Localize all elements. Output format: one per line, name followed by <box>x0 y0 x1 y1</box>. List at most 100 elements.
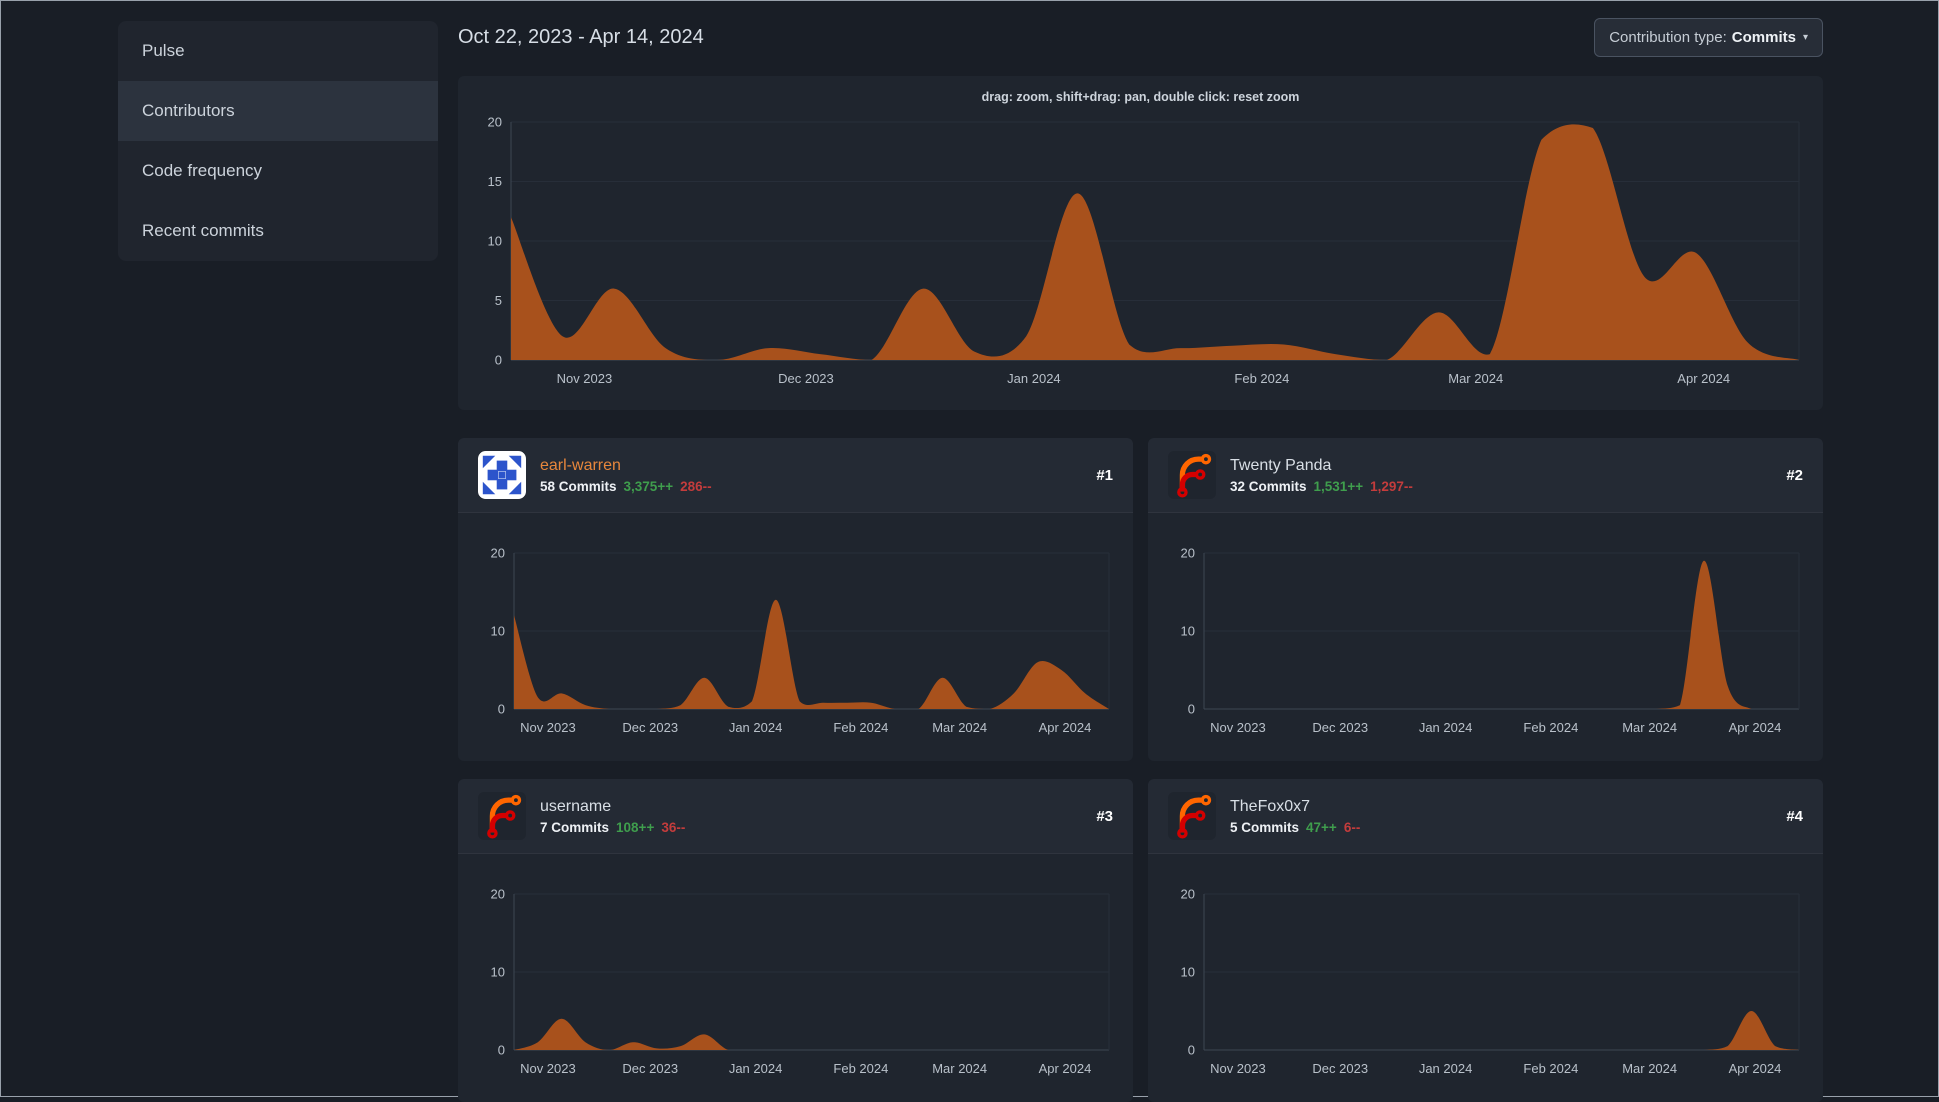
deletions-count: 36-- <box>661 819 686 835</box>
contribution-type-dropdown[interactable]: Contribution type: Commits ▾ <box>1594 17 1823 57</box>
svg-text:Feb 2024: Feb 2024 <box>833 1061 888 1076</box>
contributor-stats: 5 Commits 47++ 6-- <box>1230 820 1772 835</box>
svg-text:0: 0 <box>498 1043 505 1058</box>
svg-text:Dec 2023: Dec 2023 <box>1312 720 1368 735</box>
svg-text:Nov 2023: Nov 2023 <box>1210 1061 1266 1076</box>
contributor-name: username <box>540 797 612 815</box>
content-header: Oct 22, 2023 - Apr 14, 2024 Contribution… <box>458 13 1823 61</box>
svg-text:10: 10 <box>1181 965 1195 980</box>
svg-text:Apr 2024: Apr 2024 <box>1039 1061 1092 1076</box>
contribution-type-value: Commits <box>1731 28 1796 46</box>
rank-badge: #2 <box>1786 466 1803 484</box>
svg-text:20: 20 <box>491 887 505 902</box>
contributor-stats: 32 Commits 1,531++ 1,297-- <box>1230 479 1772 494</box>
avatar-identicon <box>478 451 526 499</box>
contributor-stats: 58 Commits 3,375++ 286-- <box>540 479 1082 494</box>
contributor-chart-earl-warren[interactable]: 0 10 20 Nov 2023 Dec 2023 Jan 2024 Feb 2024 Mar… <box>474 523 1117 761</box>
contributor-meta: Twenty Panda 32 Commits 1,531++ 1,297-- <box>1230 457 1772 494</box>
svg-text:Jan 2024: Jan 2024 <box>1007 371 1061 386</box>
svg-text:10: 10 <box>491 965 505 980</box>
sidebar-item-recent-commits[interactable]: Recent commits <box>142 221 264 240</box>
contributor-chart-thefox0x7[interactable]: 0 10 20 Nov 2023 Dec 2023 Jan 2024 Feb 2024 Mar… <box>1164 864 1807 1102</box>
forgejo-logo-image <box>1177 794 1212 839</box>
svg-text:10: 10 <box>1181 624 1195 639</box>
overall-contributions-panel: drag: zoom, shift+drag: pan, double clic… <box>458 76 1823 410</box>
svg-text:Apr 2024: Apr 2024 <box>1729 1061 1782 1076</box>
rank-badge: #1 <box>1096 466 1113 484</box>
contributors-content: Oct 22, 2023 - Apr 14, 2024 Contribution… <box>458 13 1823 1102</box>
svg-text:Nov 2023: Nov 2023 <box>557 371 613 386</box>
contributor-chart-username[interactable]: 0 10 20 Nov 2023 Dec 2023 Jan 2024 Feb 2024 Mar… <box>474 864 1117 1102</box>
contributor-meta: earl-warren 58 Commits 3,375++ 286-- <box>540 457 1082 494</box>
contributor-card-thefox0x7: TheFox0x7 5 Commits 47++ 6-- #4 0 10 20 Nov 2023… <box>1148 779 1823 1102</box>
svg-text:15: 15 <box>488 174 502 189</box>
svg-text:Feb 2024: Feb 2024 <box>1523 1061 1578 1076</box>
contributor-name: Twenty Panda <box>1230 456 1332 474</box>
contributor-card-header: username 7 Commits 108++ 36-- #3 <box>458 779 1133 854</box>
contributor-card-earl-warren: earl-warren 58 Commits 3,375++ 286-- #1 0 10 20… <box>458 438 1133 761</box>
svg-text:20: 20 <box>491 546 505 561</box>
svg-text:20: 20 <box>488 115 502 130</box>
contributor-cards-grid: earl-warren 58 Commits 3,375++ 286-- #1 0 10 20… <box>458 438 1823 1102</box>
contributor-card-header: Twenty Panda 32 Commits 1,531++ 1,297-- #2 <box>1148 438 1823 513</box>
date-range-heading: Oct 22, 2023 - Apr 14, 2024 <box>458 25 704 48</box>
forgejo-logo-image <box>487 794 522 839</box>
svg-text:Jan 2024: Jan 2024 <box>1419 1061 1473 1076</box>
identicon-image <box>478 451 526 499</box>
svg-text:Apr 2024: Apr 2024 <box>1039 720 1092 735</box>
svg-text:20: 20 <box>1181 546 1195 561</box>
contributor-stats: 7 Commits 108++ 36-- <box>540 820 1082 835</box>
svg-text:Mar 2024: Mar 2024 <box>1622 1061 1677 1076</box>
svg-text:10: 10 <box>491 624 505 639</box>
additions-count: 3,375++ <box>623 478 674 494</box>
contributor-card-username: username 7 Commits 108++ 36-- #3 0 10 20 Nov 202… <box>458 779 1133 1102</box>
commit-count: 32 Commits <box>1230 478 1307 494</box>
deletions-count: 286-- <box>680 478 712 494</box>
additions-count: 47++ <box>1306 819 1337 835</box>
sidebar-item-contributors[interactable]: Contributors <box>118 81 438 141</box>
svg-text:0: 0 <box>1188 1043 1195 1058</box>
rank-badge: #4 <box>1786 807 1803 825</box>
contributor-card-header: TheFox0x7 5 Commits 47++ 6-- #4 <box>1148 779 1823 854</box>
svg-text:Jan 2024: Jan 2024 <box>729 1061 783 1076</box>
svg-text:Mar 2024: Mar 2024 <box>1622 720 1677 735</box>
svg-text:10: 10 <box>488 234 502 249</box>
svg-text:Mar 2024: Mar 2024 <box>932 1061 987 1076</box>
svg-text:5: 5 <box>495 293 502 308</box>
svg-text:Nov 2023: Nov 2023 <box>520 720 576 735</box>
repo-activity-menu: Pulse Contributors Code frequency Recent co… <box>118 21 438 261</box>
avatar-forgejo-logo <box>1168 451 1216 499</box>
svg-text:Dec 2023: Dec 2023 <box>778 371 834 386</box>
svg-text:Apr 2024: Apr 2024 <box>1729 720 1782 735</box>
commit-count: 7 Commits <box>540 819 610 835</box>
svg-text:Apr 2024: Apr 2024 <box>1677 371 1730 386</box>
svg-text:Dec 2023: Dec 2023 <box>622 720 678 735</box>
svg-text:Dec 2023: Dec 2023 <box>622 1061 678 1076</box>
avatar-forgejo-logo <box>478 792 526 840</box>
svg-text:20: 20 <box>1181 887 1195 902</box>
deletions-count: 6-- <box>1343 819 1361 835</box>
chart-zoom-hint: drag: zoom, shift+drag: pan, double clic… <box>981 90 1300 104</box>
svg-text:Mar 2024: Mar 2024 <box>932 720 987 735</box>
additions-count: 108++ <box>616 819 655 835</box>
contributor-card-header: earl-warren 58 Commits 3,375++ 286-- #1 <box>458 438 1133 513</box>
contributor-chart-twenty-panda[interactable]: 0 10 20 Nov 2023 Dec 2023 Jan 2024 Feb 2024 Mar… <box>1164 523 1807 761</box>
svg-text:Jan 2024: Jan 2024 <box>729 720 783 735</box>
contributor-name: TheFox0x7 <box>1230 797 1311 815</box>
forgejo-logo-image <box>1177 453 1212 498</box>
svg-text:Jan 2024: Jan 2024 <box>1419 720 1473 735</box>
svg-text:Feb 2024: Feb 2024 <box>1234 371 1289 386</box>
sidebar-item-pulse[interactable]: Pulse <box>142 41 185 60</box>
svg-text:0: 0 <box>495 353 502 368</box>
contributor-name[interactable]: earl-warren <box>540 456 621 474</box>
contributor-card-twenty-panda: Twenty Panda 32 Commits 1,531++ 1,297-- #2 0 1… <box>1148 438 1823 761</box>
additions-count: 1,531++ <box>1313 478 1364 494</box>
overall-contributions-chart[interactable]: 0 5 10 15 20 Nov 2023 Dec 2023 Jan 2024 Feb 2024… <box>474 106 1807 404</box>
contributor-meta: username 7 Commits 108++ 36-- <box>540 798 1082 835</box>
contributor-meta: TheFox0x7 5 Commits 47++ 6-- <box>1230 798 1772 835</box>
rank-badge: #3 <box>1096 807 1113 825</box>
svg-text:0: 0 <box>1188 702 1195 717</box>
sidebar-item-code-frequency[interactable]: Code frequency <box>142 161 263 180</box>
avatar-forgejo-logo <box>1168 792 1216 840</box>
